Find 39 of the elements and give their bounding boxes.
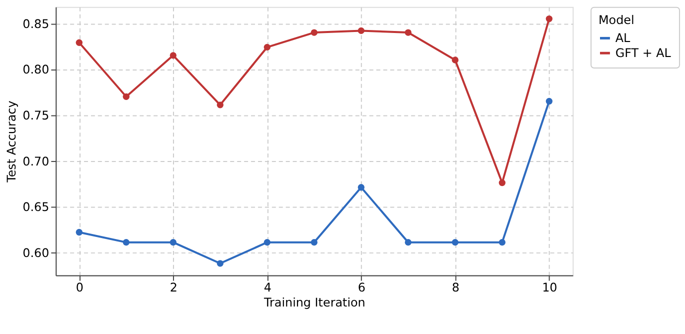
legend-label: GFT + AL: [615, 46, 672, 60]
point: [404, 239, 412, 246]
x-tick-label: 4: [264, 280, 272, 295]
y-tick-label: 0.70: [22, 154, 50, 168]
y-tick-label: 0.60: [22, 246, 50, 260]
y-axis-title: Test Accuracy: [4, 100, 19, 184]
x-tick-label: 2: [170, 280, 178, 295]
point: [122, 93, 130, 100]
point: [76, 39, 83, 46]
point: [76, 228, 83, 236]
point: [358, 184, 364, 191]
point: [404, 29, 412, 36]
point: [498, 239, 506, 246]
point: [264, 44, 270, 51]
x-axis-title: Training Iteration: [262, 296, 366, 310]
point: [358, 27, 364, 34]
point: [452, 56, 458, 64]
y-tick-label: 0.65: [22, 200, 50, 214]
y-tick-label: 0.85: [22, 16, 50, 31]
point: [216, 260, 224, 267]
legend-title: Model: [598, 12, 634, 27]
x-tick-label: 6: [358, 280, 366, 295]
point: [170, 239, 177, 246]
point: [546, 98, 552, 105]
point: [546, 15, 552, 22]
x-tick-label: 10: [542, 280, 558, 295]
legend-label: AL: [615, 31, 631, 46]
y-tick-label: 0.80: [22, 62, 50, 77]
x-tick-label: 8: [452, 280, 460, 295]
point: [452, 239, 458, 246]
point: [264, 239, 270, 246]
point: [310, 29, 318, 36]
y-tick-label: 0.75: [22, 108, 50, 122]
point: [310, 239, 318, 246]
point: [498, 179, 506, 186]
point: [170, 52, 177, 59]
x-tick-label: 0: [76, 280, 84, 295]
point: [216, 102, 224, 108]
point: [122, 239, 130, 246]
